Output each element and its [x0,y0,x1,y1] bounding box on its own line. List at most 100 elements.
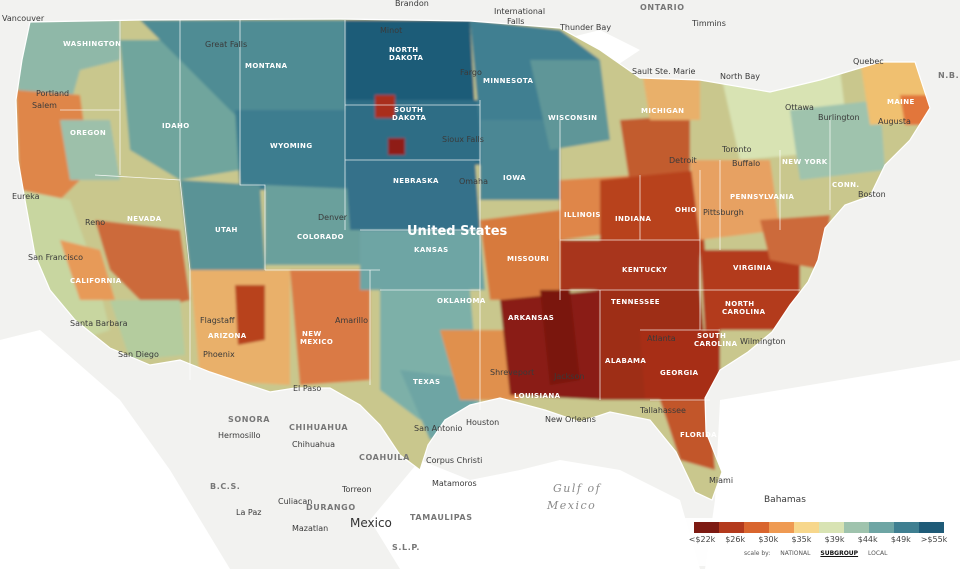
svg-text:Thunder Bay: Thunder Bay [559,23,611,32]
svg-text:DAKOTA: DAKOTA [389,54,424,62]
legend-swatch [869,522,894,533]
svg-text:Reno: Reno [85,218,105,227]
svg-text:Great Falls: Great Falls [205,40,247,49]
svg-text:UTAH: UTAH [215,226,238,234]
svg-text:San Diego: San Diego [118,350,159,359]
legend-tick-label: $35k [791,535,812,544]
svg-text:Brandon: Brandon [395,0,429,8]
svg-text:Pittsburgh: Pittsburgh [703,208,744,217]
svg-text:GEORGIA: GEORGIA [660,369,699,377]
gulf-label-line1: Gulf of [553,482,602,495]
state-labels: WASHINGTON OREGON NEVADA CALIFORNIA IDAH… [63,40,914,439]
svg-text:San Antonio: San Antonio [414,424,462,433]
svg-text:Eureka: Eureka [12,192,40,201]
svg-text:Corpus Christi: Corpus Christi [426,456,482,465]
legend-swatch [894,522,919,533]
svg-text:Phoenix: Phoenix [203,350,235,359]
svg-text:KENTUCKY: KENTUCKY [622,266,668,274]
scale-option-national[interactable]: NATIONAL [780,550,811,557]
svg-text:El Paso: El Paso [293,384,321,393]
legend-swatch [744,522,769,533]
svg-text:San Francisco: San Francisco [28,253,83,262]
svg-text:CAROLINA: CAROLINA [694,340,738,348]
svg-text:IOWA: IOWA [503,174,526,182]
svg-text:Atlanta: Atlanta [647,334,676,343]
svg-text:ARIZONA: ARIZONA [208,332,247,340]
svg-text:Falls: Falls [507,17,524,26]
svg-text:S.L.P.: S.L.P. [392,543,420,552]
svg-text:CONN.: CONN. [832,181,859,189]
svg-text:DAKOTA: DAKOTA [392,114,427,122]
svg-text:N.B.: N.B. [938,71,959,80]
legend-swatch [819,522,844,533]
legend-swatch [919,522,944,533]
svg-text:New Orleans: New Orleans [545,415,596,424]
svg-text:FLORIDA: FLORIDA [680,431,717,439]
atlantic-water [705,360,960,569]
svg-text:Chihuahua: Chihuahua [292,440,335,449]
svg-text:NEW YORK: NEW YORK [782,158,828,166]
svg-text:MONTANA: MONTANA [245,62,288,70]
svg-text:OHIO: OHIO [675,206,697,214]
svg-text:Jackson: Jackson [553,372,584,381]
svg-text:ARKANSAS: ARKANSAS [508,314,554,322]
svg-text:SOUTH: SOUTH [394,106,423,114]
legend-tick-label: >$55k [920,535,948,544]
svg-text:Sioux Falls: Sioux Falls [442,135,484,144]
svg-text:TEXAS: TEXAS [413,378,440,386]
svg-text:COLORADO: COLORADO [297,233,344,241]
svg-text:LOUISIANA: LOUISIANA [514,392,561,400]
legend-swatch [794,522,819,533]
legend-ticks: <$22k $26k $30k $35k $39k $44k $49k >$55k [684,535,954,545]
svg-text:CALIFORNIA: CALIFORNIA [70,277,122,285]
svg-text:Buffalo: Buffalo [732,159,760,168]
legend-swatch [719,522,744,533]
svg-text:ONTARIO: ONTARIO [640,3,685,12]
svg-text:Fargo: Fargo [460,68,482,77]
country-label: United States [407,224,508,239]
svg-text:Quebec: Quebec [853,57,884,66]
svg-text:SONORA: SONORA [228,415,270,424]
svg-text:Flagstaff: Flagstaff [200,316,235,325]
gulf-label-line2: Mexico [546,499,596,512]
svg-text:B.C.S.: B.C.S. [210,482,240,491]
svg-text:Omaha: Omaha [459,177,488,186]
legend-tick-label: $26k [725,535,746,544]
svg-text:TAMAULIPAS: TAMAULIPAS [410,513,473,522]
svg-text:Shreveport: Shreveport [490,368,534,377]
svg-text:KANSAS: KANSAS [414,246,449,254]
svg-text:Detroit: Detroit [669,156,697,165]
legend-tick-label: $44k [857,535,878,544]
svg-text:INDIANA: INDIANA [615,215,652,223]
svg-text:La Paz: La Paz [236,508,261,517]
svg-text:NORTH: NORTH [725,300,755,308]
legend-tick-label: <$22k [688,535,716,544]
scale-option-local[interactable]: LOCAL [868,550,888,557]
svg-text:Matamoros: Matamoros [432,479,477,488]
svg-text:International: International [494,7,545,16]
svg-text:Toronto: Toronto [721,145,752,154]
svg-text:Augusta: Augusta [878,117,911,126]
svg-text:Salem: Salem [32,101,57,110]
svg-text:COAHUILA: COAHUILA [359,453,410,462]
svg-text:DURANGO: DURANGO [306,503,356,512]
svg-text:Torreon: Torreon [341,485,372,494]
svg-text:CAROLINA: CAROLINA [722,308,766,316]
legend-swatch [844,522,869,533]
svg-text:MEXICO: MEXICO [300,338,333,346]
legend-swatch [769,522,794,533]
svg-text:Tallahassee: Tallahassee [639,406,686,415]
svg-text:WISCONSIN: WISCONSIN [548,114,597,122]
svg-text:WASHINGTON: WASHINGTON [63,40,121,48]
legend-tick-label: $30k [758,535,779,544]
svg-text:NEBRASKA: NEBRASKA [393,177,439,185]
scale-option-subgroup[interactable]: SUBGROUP [820,550,859,557]
svg-text:SOUTH: SOUTH [697,332,726,340]
svg-text:Boston: Boston [858,190,886,199]
svg-text:Amarillo: Amarillo [335,316,368,325]
svg-text:Wilmington: Wilmington [740,337,785,346]
svg-text:Sault Ste. Marie: Sault Ste. Marie [632,67,695,76]
svg-text:IDAHO: IDAHO [162,122,190,130]
